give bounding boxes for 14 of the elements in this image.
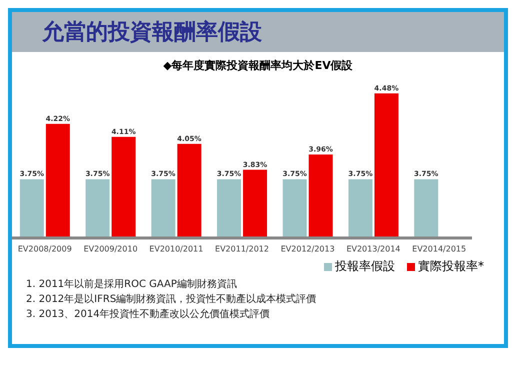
x-tick-label: EV2011/2012 <box>215 244 269 254</box>
chart-title: 允當的投資報酬率假設 <box>42 18 262 47</box>
x-tick-label: EV2013/2014 <box>346 244 400 254</box>
x-tick-label: EV2012/2013 <box>280 244 335 254</box>
text: 3. 2013、2014年投資性不動產改以公允價值模式評價 <box>26 308 271 322</box>
legend-label: 實際投報率* <box>418 258 484 275</box>
x-tick-label: EV2014/2015 <box>412 244 466 254</box>
x-tick-label: EV2009/2010 <box>84 244 138 254</box>
x-tick-label: EV2010/2011 <box>149 244 204 254</box>
chart-subtitle: ◆每年度實際投資報酬率均大於EV假設 <box>162 58 354 73</box>
x-tick-label: EV2008/2009 <box>18 244 72 254</box>
text: 2. 2012年是以IFRS編制財務資訊，投資性不動產以成本模式評價 <box>26 292 318 307</box>
text: 1. 2011年以前是採用ROC GAAP編制財務資訊 <box>26 278 238 292</box>
legend-label: 投報率假設 <box>335 258 395 275</box>
